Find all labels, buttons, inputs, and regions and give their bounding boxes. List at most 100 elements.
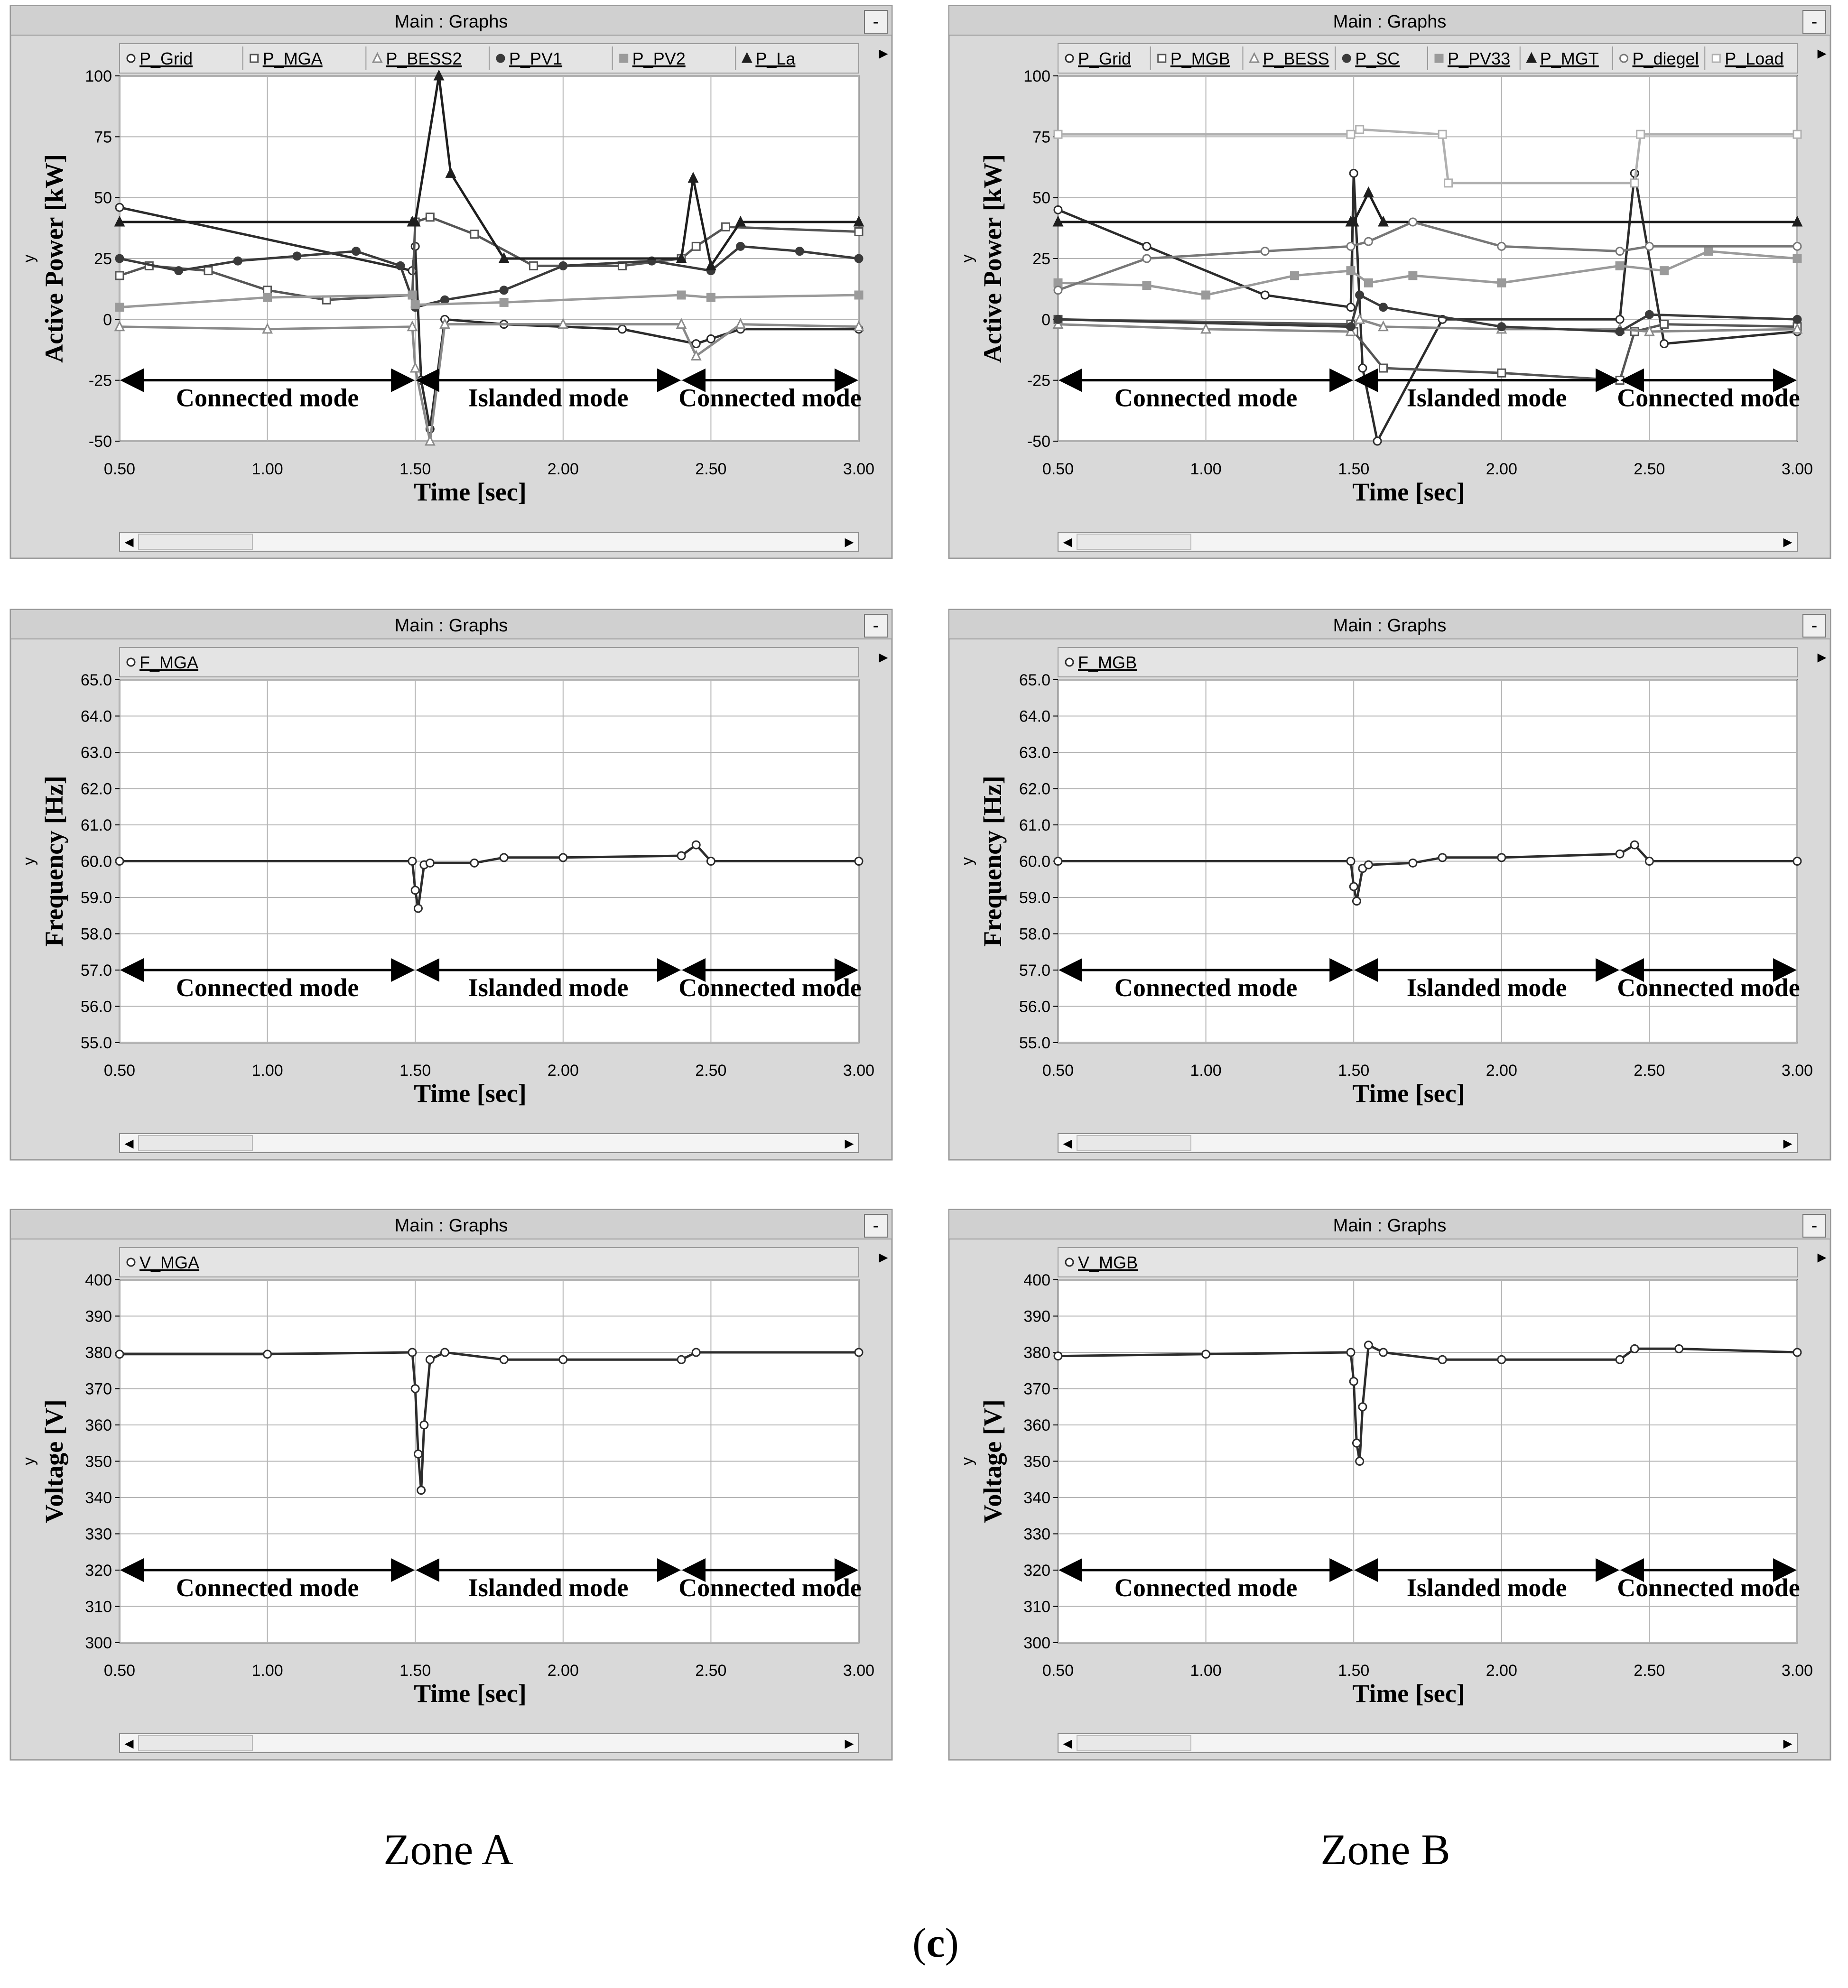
y-axis-small-label: y	[20, 857, 38, 865]
mode-label: Connected mode	[1114, 1573, 1297, 1602]
data-point	[1358, 363, 1367, 373]
legend-entry-f-mga: F_MGA	[139, 653, 198, 672]
scrollbar-thumb[interactable]	[138, 534, 253, 550]
mode-label: Islanded mode	[1407, 973, 1567, 1002]
scrollbar-thumb[interactable]	[138, 1135, 253, 1151]
data-point	[1358, 1402, 1367, 1412]
data-point	[1142, 241, 1152, 251]
legend-entry-p-grid: P_Grid	[1078, 49, 1131, 68]
x-tick-label: 2.50	[695, 1062, 726, 1080]
y-tick-label: 50	[1032, 189, 1050, 207]
mode-label: Islanded mode	[468, 384, 629, 412]
window-title-bar	[948, 609, 1831, 639]
data-point	[417, 1486, 426, 1495]
mode-label: Islanded mode	[1407, 1573, 1567, 1602]
x-tick-label: 3.00	[1782, 460, 1813, 478]
data-point	[115, 857, 124, 866]
minimize-button[interactable]: -	[864, 614, 888, 638]
minimize-button-face[interactable]	[864, 1214, 888, 1238]
legend: F_MGB	[1058, 647, 1798, 677]
minimize-button[interactable]: -	[1802, 1214, 1826, 1238]
data-point	[558, 853, 568, 862]
y-tick-label: 50	[94, 189, 112, 207]
minimize-button-face[interactable]	[1802, 10, 1826, 34]
mode-label: Connected mode	[1617, 973, 1800, 1002]
scrollbar-thumb[interactable]	[138, 1735, 253, 1751]
data-point	[1792, 241, 1802, 251]
y-tick-label: 60.0	[1019, 853, 1050, 871]
minimize-button-face[interactable]	[864, 614, 888, 638]
y-tick-label: 64.0	[1019, 708, 1050, 726]
y-tick-label: 350	[1023, 1453, 1050, 1471]
series-line	[1058, 221, 1797, 292]
minimize-button[interactable]: -	[1802, 10, 1826, 34]
data-point	[691, 339, 701, 349]
scrollbar-thumb[interactable]	[1077, 1135, 1191, 1151]
x-tick-label: 1.00	[1190, 460, 1222, 478]
series-p-diegel	[1053, 217, 1802, 295]
minimize-button-face[interactable]	[1802, 614, 1826, 638]
zone-a-label: Zone A	[383, 1825, 513, 1874]
scrollbar-thumb[interactable]	[1077, 534, 1191, 550]
data-point	[1497, 368, 1506, 378]
minimize-button[interactable]: -	[864, 10, 888, 34]
minimize-button[interactable]: -	[1802, 614, 1826, 638]
data-point	[1349, 168, 1358, 178]
x-tick-label: 1.00	[1190, 1062, 1222, 1080]
minimize-icon: -	[873, 616, 879, 636]
horizontal-scrollbar[interactable]: ◂ ▸	[1058, 1133, 1798, 1153]
data-point	[413, 1449, 423, 1459]
data-point	[115, 271, 124, 280]
data-point	[407, 320, 418, 332]
minimize-button[interactable]: -	[864, 1214, 888, 1238]
data-point	[854, 227, 864, 237]
mode-label: Connected mode	[678, 1573, 861, 1602]
data-point	[1260, 290, 1270, 300]
data-point	[292, 251, 302, 261]
window-title: Main : Graphs	[395, 12, 508, 32]
data-point	[1349, 882, 1358, 891]
minimize-button-face[interactable]	[864, 10, 888, 34]
x-tick-label: 2.00	[1486, 1662, 1517, 1680]
data-point	[1354, 313, 1365, 324]
scrollbar-thumb[interactable]	[1077, 1735, 1191, 1751]
data-point	[1497, 853, 1506, 862]
data-point	[1201, 1350, 1211, 1359]
data-point	[1644, 310, 1654, 319]
data-point	[1615, 376, 1625, 385]
y-tick-label: 390	[85, 1308, 112, 1326]
data-point	[1053, 205, 1063, 214]
data-point	[1660, 320, 1669, 329]
y-tick-label: 400	[85, 1271, 112, 1289]
scroll-right-icon: ▸	[845, 1133, 854, 1153]
x-tick-label: 2.00	[1486, 1062, 1517, 1080]
y-tick-label: 75	[94, 128, 112, 146]
series-p-bess2	[114, 318, 864, 446]
horizontal-scrollbar[interactable]: ◂ ▸	[119, 1133, 859, 1153]
series-p-sc	[1053, 290, 1802, 336]
data-point	[1644, 325, 1655, 336]
series-v-mgb	[1053, 1341, 1802, 1466]
data-point	[1364, 237, 1373, 246]
series-line	[1058, 294, 1798, 333]
scroll-right-icon: ▸	[1783, 1733, 1792, 1753]
x-tick-label: 1.00	[1190, 1662, 1222, 1680]
data-point	[1348, 215, 1359, 227]
mode-label: Connected mode	[1617, 384, 1800, 412]
y-axis-label: Frequency [Hz]	[978, 776, 1007, 946]
y-tick-label: 60.0	[81, 853, 112, 871]
data-point	[115, 203, 124, 212]
data-point	[1053, 1351, 1063, 1361]
y-tick-label: 57.0	[1019, 962, 1050, 980]
minimize-button-face[interactable]	[1802, 1214, 1826, 1238]
y-axis-label: Frequency [Hz]	[40, 776, 68, 946]
window-title: Main : Graphs	[395, 1216, 508, 1236]
horizontal-scrollbar[interactable]: ◂ ▸	[1058, 1733, 1798, 1753]
legend-marker-icon	[126, 657, 136, 667]
legend-marker-icon	[1342, 54, 1351, 63]
horizontal-scrollbar[interactable]: ◂ ▸	[119, 1733, 859, 1753]
x-axis-label: Time [sec]	[414, 1679, 526, 1708]
data-point	[677, 290, 686, 300]
horizontal-scrollbar[interactable]: ◂ ▸	[119, 532, 859, 552]
horizontal-scrollbar[interactable]: ◂ ▸	[1058, 532, 1798, 552]
